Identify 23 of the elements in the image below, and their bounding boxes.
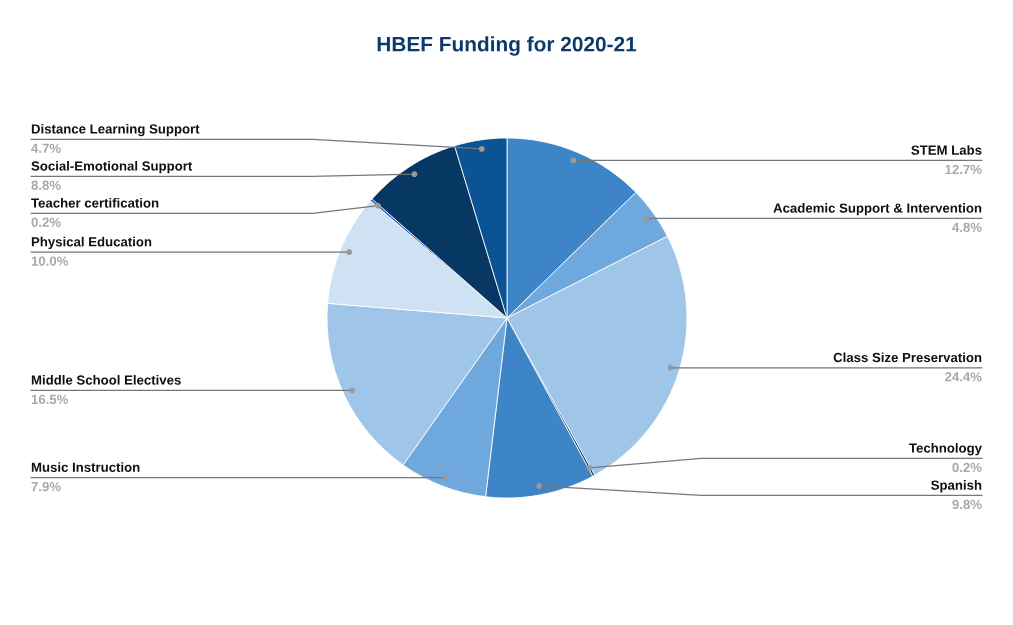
data-label: 9.8% — [952, 499, 982, 510]
data-label: 4.8% — [952, 222, 982, 233]
slice-label: Music Instruction — [31, 462, 140, 472]
data-label: 10.0% — [31, 256, 69, 266]
slice-label: STEM Labs — [911, 145, 982, 155]
data-label: 0.2% — [31, 217, 61, 227]
data-label: 4.7% — [31, 143, 61, 153]
data-label: 12.7% — [945, 164, 982, 175]
data-label: 16.5% — [31, 394, 69, 405]
data-label: 8.8% — [31, 180, 61, 190]
slice-label: Middle School Electives — [31, 375, 181, 385]
data-label: 7.9% — [31, 481, 61, 492]
data-label: 24.4% — [945, 372, 982, 382]
slice-label: Physical Education — [31, 236, 152, 250]
slice-label: Academic Support & Intervention — [773, 203, 982, 216]
slice-label: Technology — [909, 443, 982, 456]
slice-label: Social-Emotional Support — [31, 160, 193, 174]
data-label: 0.2% — [952, 462, 982, 473]
chart-title: HBEF Funding for 2020-21 — [377, 36, 637, 56]
slice-label: Class Size Preservation — [833, 352, 982, 363]
slice-label: Teacher certification — [31, 197, 159, 208]
slice-label: Distance Learning Support — [31, 123, 200, 137]
slice-label: Spanish — [931, 480, 982, 493]
